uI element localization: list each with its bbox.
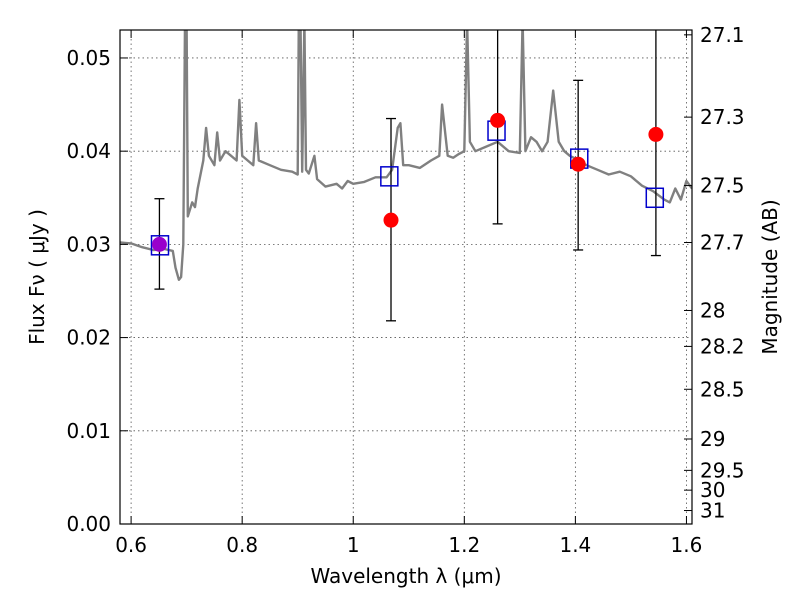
- right-axis-label: Magnitude (AB): [758, 199, 782, 354]
- model-band-box: [150, 235, 170, 256]
- x-tick-label: 1: [347, 533, 360, 557]
- model-spectrum-line: [120, 30, 692, 281]
- x-axis-label: Wavelength λ (μm): [310, 564, 501, 588]
- mag-tick-label: 27.3: [700, 105, 745, 129]
- mag-tick-label: 28.2: [700, 334, 745, 358]
- y-tick-label: 0.03: [66, 232, 111, 256]
- model-band-box: [645, 187, 665, 209]
- y-tick-label: 0.02: [66, 326, 111, 350]
- x-tick-label: 1.6: [671, 533, 703, 557]
- y-tick-label: 0.04: [66, 139, 111, 163]
- axis-ticks: 0.6 0.8 1 1.2 1.4 1.6 0.00 0.01 0.02 0.03 0.04 0.05…: [66, 23, 744, 557]
- mag-tick-label: 28: [700, 298, 725, 322]
- x-tick-label: 1.4: [559, 533, 591, 557]
- observed-point: [383, 212, 399, 228]
- mag-tick-label: 27.7: [700, 231, 745, 255]
- model-band-box: [380, 166, 399, 187]
- mag-tick-label: 30: [700, 478, 725, 502]
- mag-tick-label: 28.5: [700, 377, 745, 401]
- observed-point: [648, 126, 664, 142]
- y-tick-label: 0.01: [66, 419, 111, 443]
- y-tick-label: 0.05: [66, 46, 111, 70]
- x-tick-label: 1.2: [448, 533, 480, 557]
- observed-point: [490, 112, 506, 128]
- mag-tick-label: 29.5: [700, 458, 745, 482]
- detection-point: [151, 236, 167, 252]
- grid: [120, 30, 692, 525]
- y-axis-label: Flux Fν ( μJy ): [25, 209, 49, 345]
- y-tick-label: 0.00: [66, 512, 111, 536]
- plot-area: [120, 30, 692, 322]
- plot-frame: [119, 29, 693, 525]
- mag-tick-label: 27.1: [700, 23, 745, 47]
- x-tick-label: 0.8: [226, 533, 258, 557]
- mag-tick-label: 31: [700, 499, 725, 523]
- mag-tick-label: 27.5: [700, 174, 745, 198]
- x-tick-label: 0.6: [115, 533, 147, 557]
- observed-point: [570, 156, 586, 172]
- mag-tick-label: 29: [700, 427, 725, 451]
